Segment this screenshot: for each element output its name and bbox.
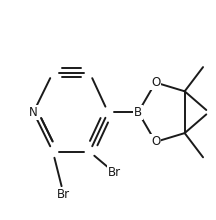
Text: O: O xyxy=(151,135,160,149)
Text: B: B xyxy=(134,106,142,119)
Text: O: O xyxy=(151,76,160,89)
Text: Br: Br xyxy=(57,188,70,201)
Text: Br: Br xyxy=(108,166,121,179)
Text: N: N xyxy=(29,106,38,119)
